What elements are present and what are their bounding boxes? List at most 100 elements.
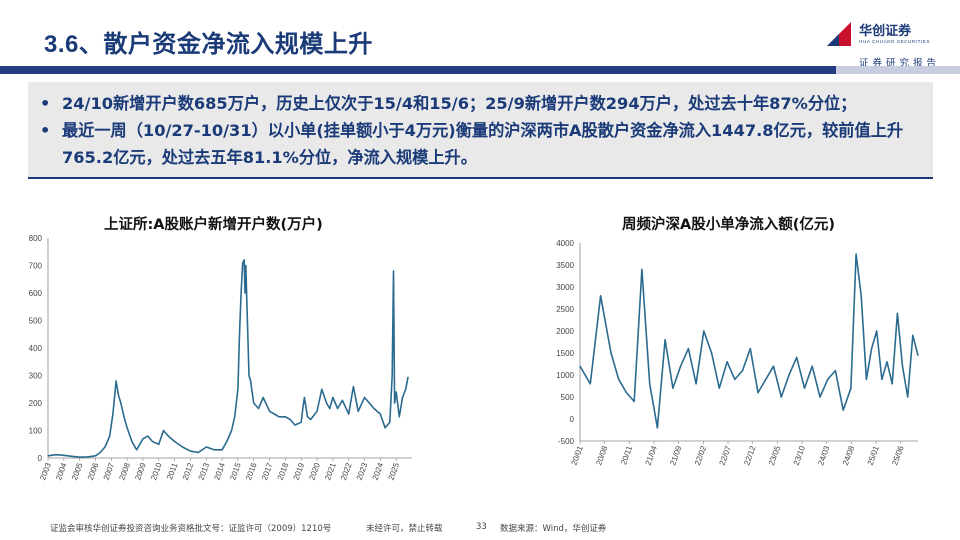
x-tick-label: 2003 (38, 461, 53, 481)
brand-name-en: HUA CHUANG SECURITIES (859, 39, 930, 44)
data-point (664, 339, 666, 341)
data-point (834, 370, 837, 372)
x-tick-label: 2012 (181, 461, 196, 481)
data-point (392, 270, 395, 272)
data-point (300, 421, 302, 423)
data-point (257, 407, 260, 410)
x-tick-label: 2008 (117, 461, 132, 481)
data-point (131, 440, 133, 443)
page-title: 3.6、散户资金净流入规模上升 (44, 31, 373, 58)
x-tick-label: 2011 (165, 461, 180, 481)
data-point (234, 416, 236, 418)
data-point (405, 388, 407, 390)
data-point (656, 427, 659, 429)
y-tick-label: -500 (558, 437, 575, 446)
x-tick-label: 25/06 (890, 444, 905, 466)
data-point (850, 387, 852, 389)
data-point (147, 435, 149, 437)
x-tick-label: 2023 (355, 461, 370, 481)
data-point (734, 378, 736, 380)
data-point (796, 356, 798, 358)
data-point (112, 413, 114, 415)
data-point (167, 435, 169, 437)
data-point (142, 438, 144, 440)
y-tick-label: 400 (29, 344, 43, 353)
data-point (162, 429, 165, 432)
data-point (600, 295, 602, 297)
data-point (633, 400, 635, 402)
x-tick-label: 2004 (54, 461, 69, 481)
data-point (803, 387, 806, 389)
y-tick-label: 100 (29, 427, 43, 436)
report-tag: 证券研究报告 (858, 58, 940, 69)
data-point (181, 446, 184, 448)
x-tick-label: 2010 (149, 461, 164, 481)
data-point (865, 378, 867, 380)
data-point (197, 451, 199, 454)
data-source: 数据来源：Wind，华创证券 (500, 524, 607, 534)
y-tick-label: 1000 (556, 371, 574, 380)
data-point (294, 424, 296, 426)
data-point (352, 385, 355, 388)
data-point (896, 312, 898, 314)
y-tick-label: 800 (29, 234, 43, 243)
data-point (245, 264, 247, 267)
summary-text: 最近一周（10/27-10/31）以小单(挂单额小于4万元)衡量的沪深两市A股散… (62, 121, 904, 167)
data-point (819, 396, 821, 398)
copyright-note: 未经许可，禁止转载 (366, 524, 443, 534)
data-point (117, 394, 120, 396)
data-point (243, 259, 245, 261)
data-point (337, 407, 339, 410)
summary-bullet: • 24/10新增开户数685万户，历史上仅次于15/4和15/6；25/9新增… (40, 90, 915, 117)
data-point (749, 348, 751, 350)
data-point (687, 348, 689, 350)
summary-text: 24/10新增开户数685万户，历史上仅次于15/4和15/6；25/9新增开户… (62, 94, 857, 113)
y-tick-label: 500 (29, 317, 43, 326)
data-point (680, 365, 682, 367)
data-point (718, 387, 720, 389)
x-tick-label: 21/09 (668, 444, 683, 466)
x-tick-label: 2019 (292, 461, 307, 481)
x-tick-label: 20/01 (570, 444, 585, 466)
data-point (348, 413, 350, 415)
data-point (610, 352, 612, 354)
x-tick-label: 2017 (260, 461, 275, 481)
data-point (47, 455, 49, 457)
x-tick-label: 2013 (197, 461, 212, 481)
data-point (109, 435, 111, 437)
y-tick-label: 300 (29, 372, 43, 381)
data-point (242, 262, 244, 264)
chart-small-order-inflow: -500 0 500 1000 1500 2000 2500 3000 3500 4000 20/0… (556, 239, 919, 467)
series-line (579, 253, 919, 429)
data-point (244, 292, 246, 294)
x-tick-label: 21/04 (644, 444, 659, 466)
data-point (363, 396, 366, 399)
data-point (306, 416, 309, 418)
data-point (151, 440, 154, 443)
data-point (379, 413, 381, 415)
data-point (278, 416, 280, 418)
x-tick-label: 23/10 (792, 444, 807, 466)
data-point (302, 407, 304, 410)
data-point (341, 399, 343, 401)
data-point (55, 454, 57, 456)
data-point (901, 365, 904, 367)
data-point (772, 365, 775, 367)
x-tick-label: 24/08 (841, 444, 856, 466)
data-point (726, 361, 728, 363)
y-tick-label: 2000 (556, 327, 574, 336)
data-point (827, 378, 829, 380)
y-tick-label: 3500 (556, 261, 574, 270)
data-point (205, 446, 207, 448)
data-point (368, 402, 370, 404)
x-tick-label: 20/08 (594, 444, 609, 466)
series-line (47, 259, 409, 458)
data-point (136, 449, 138, 451)
data-point (641, 268, 643, 270)
data-point (303, 396, 305, 399)
x-tick-label: 2007 (102, 461, 117, 481)
chart2-title: 周频沪深A股小单净流入额(亿元) (622, 217, 835, 233)
data-point (860, 295, 862, 297)
data-point (71, 455, 73, 457)
title-divider-accent (836, 66, 960, 74)
